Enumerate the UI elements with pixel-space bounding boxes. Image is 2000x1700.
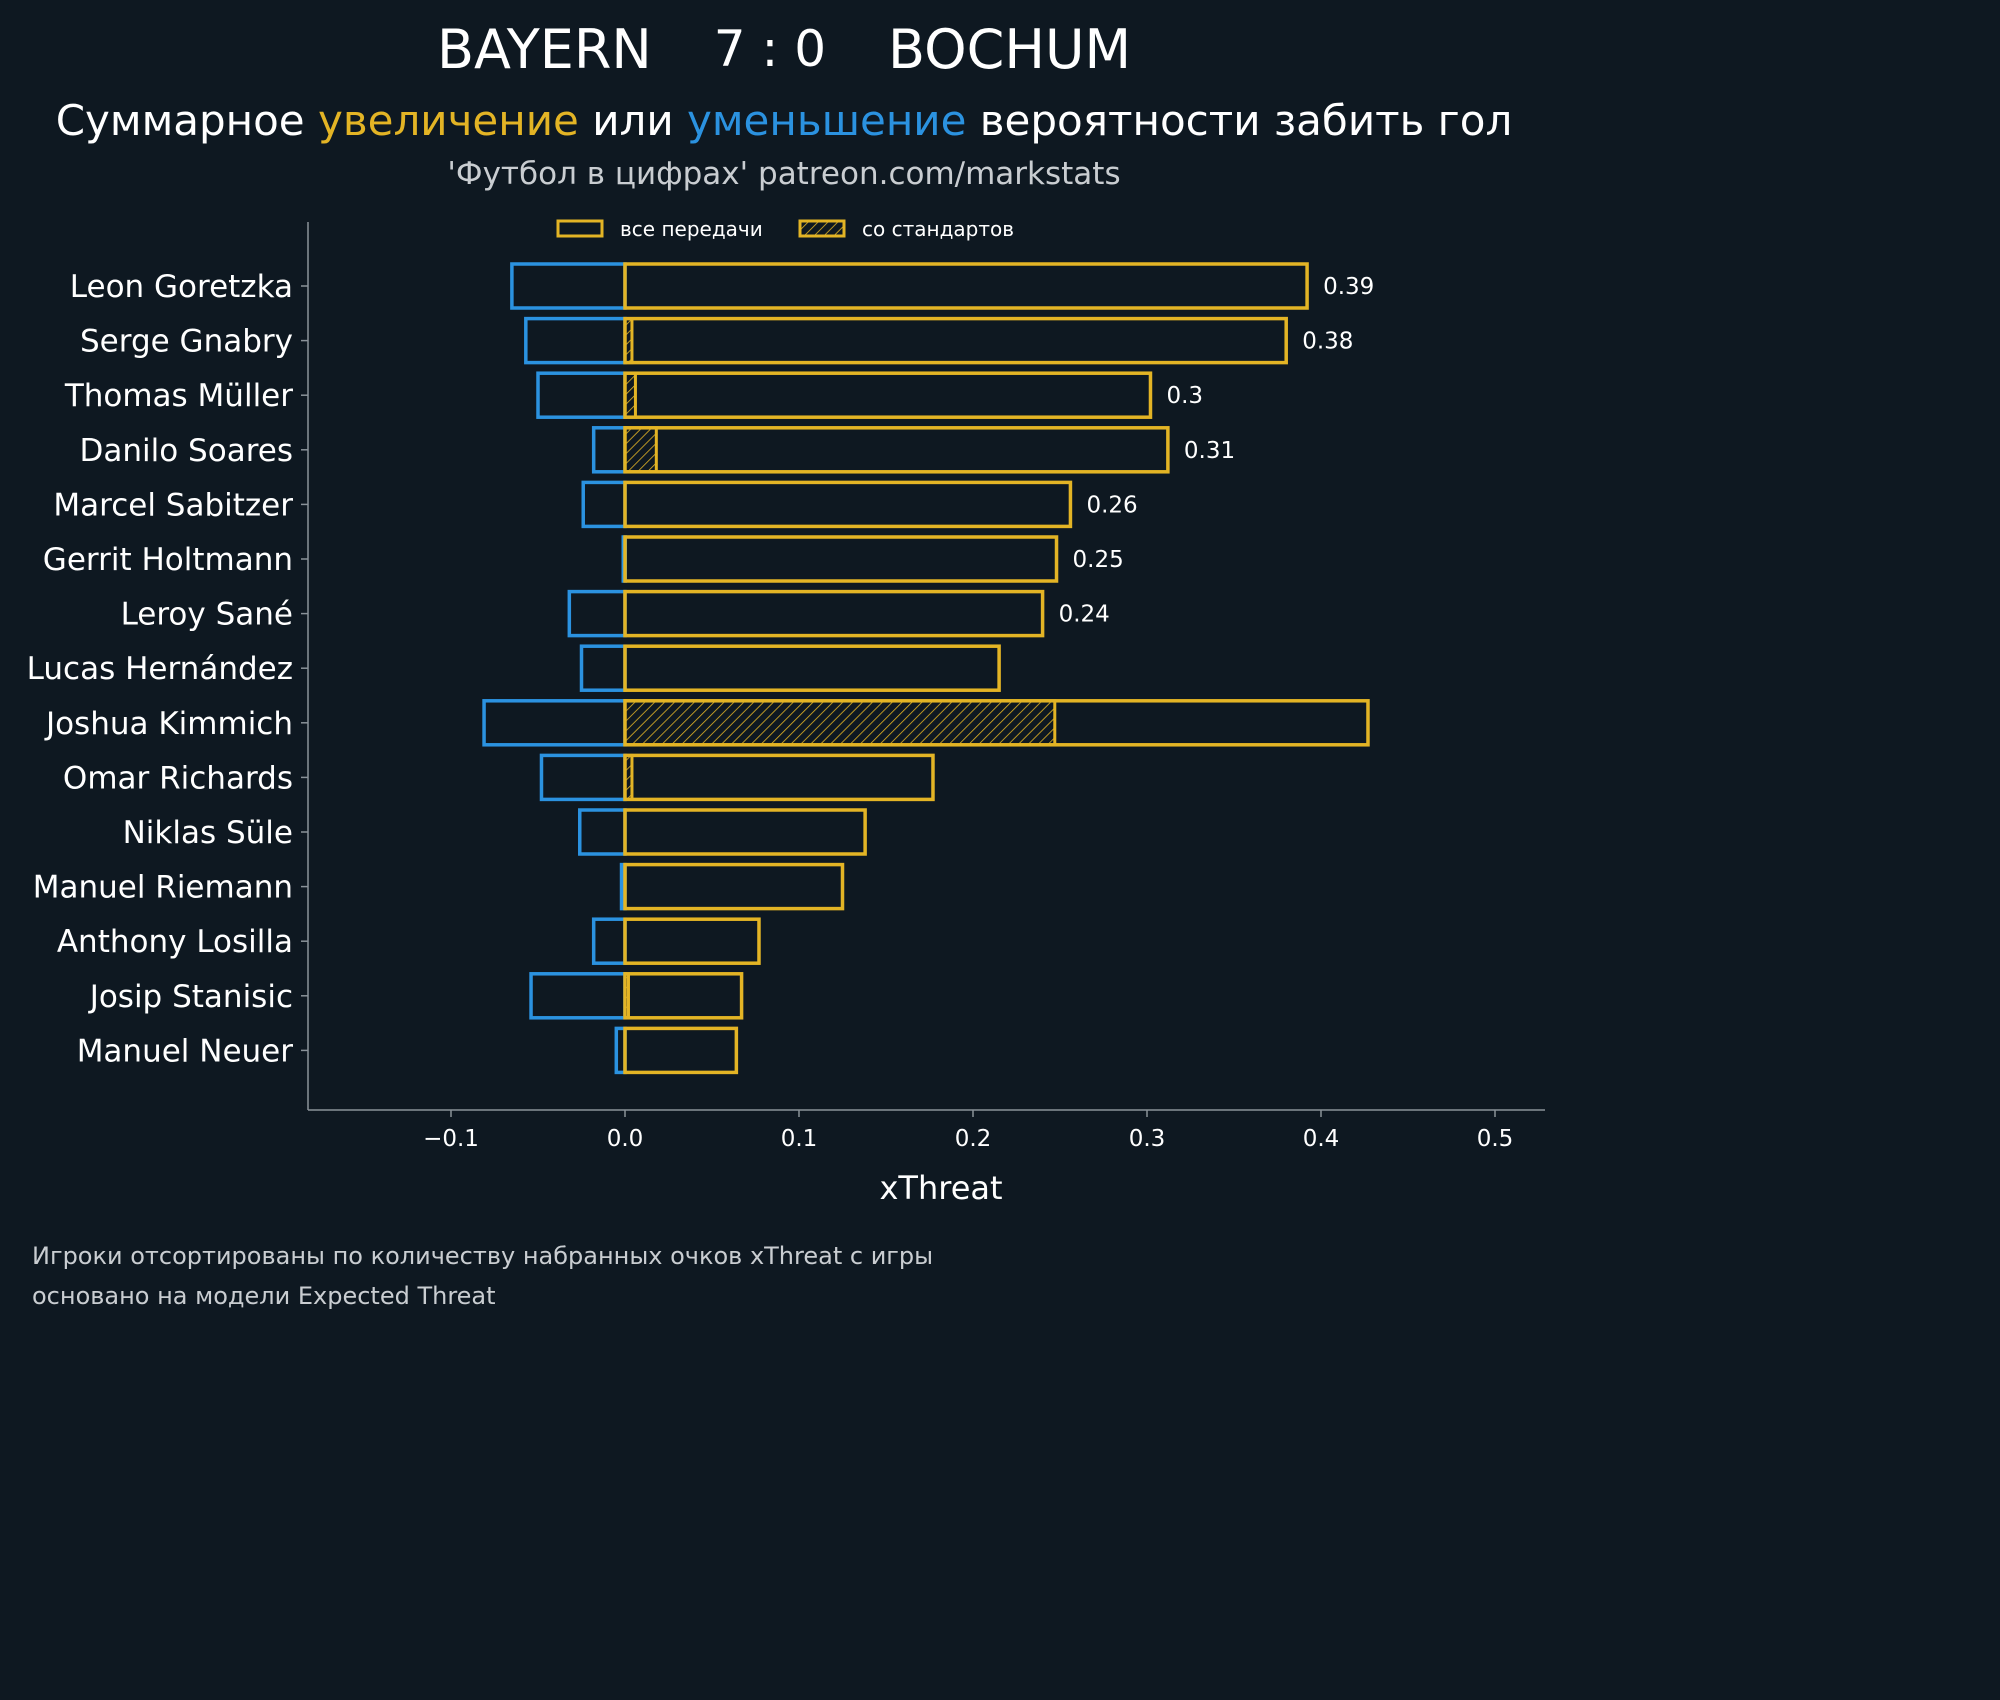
x-tick-label: 0.3 (1129, 1126, 1166, 1152)
y-tick-label: Lucas Hernández (27, 651, 293, 687)
increase-bar (623, 699, 1370, 747)
y-tick-label: Leon Goretzka (70, 269, 293, 305)
x-tick-label: 0.0 (607, 1126, 644, 1152)
increase-bar (623, 371, 1153, 419)
increase-bar (623, 917, 761, 965)
decrease-bar (529, 972, 627, 1020)
decrease-bar (581, 480, 627, 529)
increase-bar (623, 426, 1170, 474)
source-credit: 'Футбол в цифрах' patreon.com/markstats (447, 156, 1121, 192)
increase-bar (623, 589, 1045, 638)
net-value-label: 0.39 (1323, 274, 1374, 300)
decrease-bar (524, 316, 627, 365)
increase-bar (623, 316, 1288, 365)
x-axis-title: xThreat (879, 1169, 1002, 1207)
footnote-sorting: Игроки отсортированы по количеству набра… (32, 1242, 934, 1270)
x-tick-label: 0.1 (781, 1126, 818, 1152)
increase-bar (623, 480, 1073, 529)
legend-swatch-hatched (798, 219, 846, 238)
legend-label-all-passes: все передачи (620, 217, 763, 241)
y-tick-label: Gerrit Holtmann (43, 542, 293, 578)
y-tick-label: Niklas Süle (123, 815, 293, 851)
decrease-bar (482, 699, 627, 747)
home-team-name: BAYERN (436, 17, 652, 81)
increase-bar (623, 1026, 739, 1075)
decrease-bar (591, 426, 627, 474)
y-tick-label: Marcel Sabitzer (53, 487, 293, 523)
subtitle-part3: вероятности забить гол (966, 96, 1513, 145)
setpiece-bar (623, 426, 658, 474)
y-tick-label: Leroy Sané (121, 597, 293, 633)
y-tick-label: Joshua Kimmich (44, 706, 293, 742)
axes-group: Leon Goretzka Serge Gnabry Thomas Müller Da… (27, 222, 1545, 1207)
x-tick-label: 0.5 (1477, 1126, 1514, 1152)
xthreat-bar-chart: все передачи со стандартов 0.390.380.30.3… (27, 217, 1545, 1207)
x-tick-label: 0.2 (955, 1126, 992, 1152)
y-tick-label: Danilo Soares (80, 433, 294, 469)
net-value-label: 0.24 (1059, 602, 1110, 628)
net-value-label: 0.26 (1086, 492, 1137, 518)
subtitle-part1: Суммарное (55, 96, 318, 145)
y-tick-label: Josip Stanisic (88, 979, 293, 1015)
chart-legend: все передачи со стандартов (556, 217, 1014, 241)
legend-swatch-outline (556, 219, 604, 238)
bars-group: 0.39 0.38 0.3 0.31 0.26 0.25 0.24 (482, 262, 1374, 1075)
legend-label-set-pieces: со стандартов (862, 217, 1014, 241)
net-value-label: 0.31 (1184, 438, 1235, 464)
increase-bar (623, 862, 845, 911)
y-tick-label: Manuel Riemann (33, 870, 293, 906)
match-score-line: BAYERN 7 : 0 BOCHUM (0, 14, 1568, 84)
footnote-model: основано на модели Expected Threat (32, 1282, 496, 1310)
increase-bar (623, 644, 1001, 692)
decrease-bar (579, 644, 627, 692)
increase-bar (623, 753, 935, 802)
decrease-bar (539, 753, 627, 802)
increase-bar (623, 808, 867, 856)
chart-subtitle: Суммарное увеличение или уменьшение веро… (0, 96, 1568, 145)
x-tick-label: 0.4 (1303, 1126, 1340, 1152)
decrease-bar (567, 589, 627, 638)
y-tick-label: Thomas Müller (64, 378, 293, 414)
net-value-label: 0.25 (1073, 547, 1124, 573)
increase-bar (623, 972, 744, 1020)
y-tick-label: Serge Gnabry (80, 324, 293, 360)
away-team-name: BOCHUM (888, 17, 1132, 81)
increase-bar (623, 535, 1059, 583)
y-tick-label: Omar Richards (63, 760, 293, 796)
decrease-bar (591, 917, 627, 965)
match-score: 7 : 0 (713, 20, 827, 79)
decrease-bar (536, 371, 627, 419)
x-tick-label: −0.1 (423, 1126, 479, 1152)
decrease-bar (510, 262, 627, 310)
subtitle-part2: или (578, 96, 687, 145)
decrease-bar (578, 808, 627, 856)
y-tick-label: Manuel Neuer (77, 1033, 294, 1069)
setpiece-bar (623, 699, 1057, 747)
increase-bar (623, 262, 1309, 310)
net-value-label: 0.3 (1166, 383, 1203, 409)
subtitle-increase-word: увеличение (318, 96, 579, 145)
y-tick-label: Anthony Losilla (57, 924, 293, 960)
subtitle-decrease-word: уменьшение (686, 96, 967, 145)
net-value-label: 0.38 (1302, 329, 1353, 355)
